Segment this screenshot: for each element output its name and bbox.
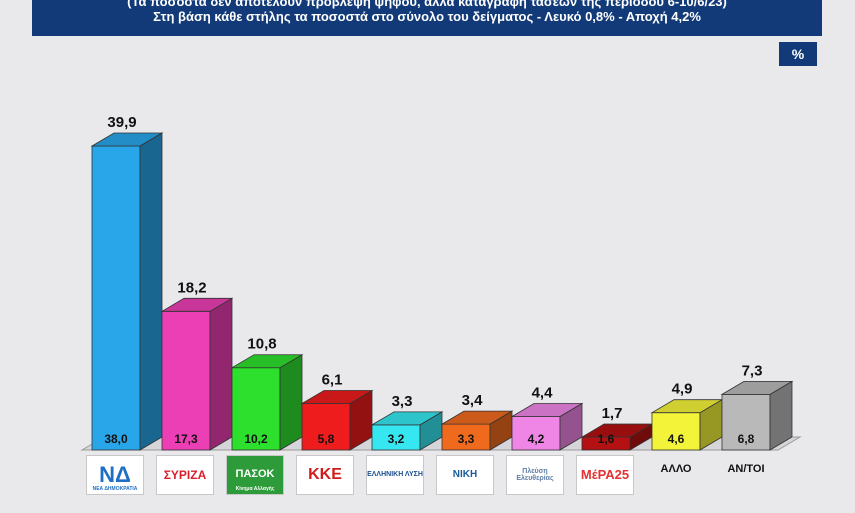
bar-2-top xyxy=(160,297,234,312)
base-label-5: 3,2 xyxy=(388,432,405,446)
kke-logo-text: ΚΚΕ xyxy=(308,465,342,483)
category-label-10: ΑΝ/ΤΟΙ xyxy=(727,463,764,475)
bar-1-side xyxy=(139,132,163,451)
nea-dimokratia-logo-text: ΝΔ xyxy=(99,462,131,488)
niki-logo: ΝΙΚΗ xyxy=(436,455,494,495)
base-label-2: 17,3 xyxy=(174,432,198,446)
bar-6-top xyxy=(440,410,514,425)
base-label-7: 4,2 xyxy=(528,432,545,446)
nea-dimokratia-logo: ΝΔ ΝΕΑ ΔΗΜΟΚΡΑΤΙΑ xyxy=(86,455,144,495)
mera25-logo: ΜέΡΑ25 xyxy=(576,455,634,495)
syriza-logo: ΣΥΡΙΖΑ xyxy=(156,455,214,495)
bar-3-top xyxy=(230,354,304,369)
plefsi-eleftherias-logo: Πλεύση Ελευθερίας xyxy=(506,455,564,495)
value-label-9: 4,9 xyxy=(672,381,693,398)
header-note-line2: Στη βάση κάθε στήλης τα ποσοστά στο σύνο… xyxy=(153,9,701,24)
base-label-10: 6,8 xyxy=(738,432,755,446)
bar-5-top xyxy=(370,411,444,426)
percent-badge: % xyxy=(779,42,817,66)
bar-9 xyxy=(651,412,701,451)
category-label-9: ΑΛΛΟ xyxy=(661,463,692,475)
value-label-10: 7,3 xyxy=(742,362,763,379)
value-label-1: 39,9 xyxy=(107,114,136,131)
bar-2-side xyxy=(209,297,233,451)
bar-10 xyxy=(721,393,771,451)
bar-4-top xyxy=(300,390,374,404)
plefsi-eleftherias-logo-text: Πλεύση Ελευθερίας xyxy=(516,467,554,482)
elliniki-lysi-logo-text: ΕΛΛΗΝΙΚΗ ΛΥΣΗ xyxy=(367,471,423,479)
base-label-1: 38,0 xyxy=(104,432,128,446)
value-label-4: 6,1 xyxy=(322,372,343,389)
base-label-6: 3,3 xyxy=(458,432,475,446)
value-label-6: 3,4 xyxy=(462,392,484,409)
bar-1-top xyxy=(90,132,164,147)
value-label-3: 10,8 xyxy=(247,336,276,353)
header-note-line1: (Τα ποσοστά δεν αποτελούν πρόβλεψη ψήφου… xyxy=(127,0,727,9)
value-label-2: 18,2 xyxy=(177,279,206,296)
mera25-logo-text: ΜέΡΑ25 xyxy=(580,467,630,483)
kke-logo: ΚΚΕ xyxy=(296,455,354,495)
bar-3 xyxy=(231,367,281,451)
base-label-9: 4,6 xyxy=(668,432,685,446)
value-label-8: 1,7 xyxy=(602,405,623,422)
chart-header: (Τα ποσοστά δεν αποτελούν πρόβλεψη ψήφου… xyxy=(32,0,822,36)
bar-3-side xyxy=(279,354,303,451)
value-label-5: 3,3 xyxy=(392,393,413,410)
base-label-8: 1,6 xyxy=(598,432,615,446)
base-label-4: 5,8 xyxy=(318,432,335,446)
bar-7-top xyxy=(510,403,584,417)
pasok-logo: ΠΑΣΟΚ Κίνημα Αλλαγής xyxy=(226,455,284,495)
elliniki-lysi-logo: ΕΛΛΗΝΙΚΗ ΛΥΣΗ xyxy=(366,455,424,495)
bar-10-top xyxy=(720,380,794,395)
niki-logo-text: ΝΙΚΗ xyxy=(452,468,478,480)
base-label-3: 10,2 xyxy=(244,432,268,446)
value-label-7: 4,4 xyxy=(532,384,554,401)
bar-1 xyxy=(91,145,141,451)
pasok-logo-text: ΠΑΣΟΚ xyxy=(235,468,275,481)
pasok-logo-subtext: Κίνημα Αλλαγής xyxy=(235,486,275,492)
bar-4 xyxy=(301,403,351,451)
nea-dimokratia-logo-subtext: ΝΕΑ ΔΗΜΟΚΡΑΤΙΑ xyxy=(92,486,138,492)
bar-2 xyxy=(161,310,211,451)
syriza-logo-text: ΣΥΡΙΖΑ xyxy=(163,467,207,482)
